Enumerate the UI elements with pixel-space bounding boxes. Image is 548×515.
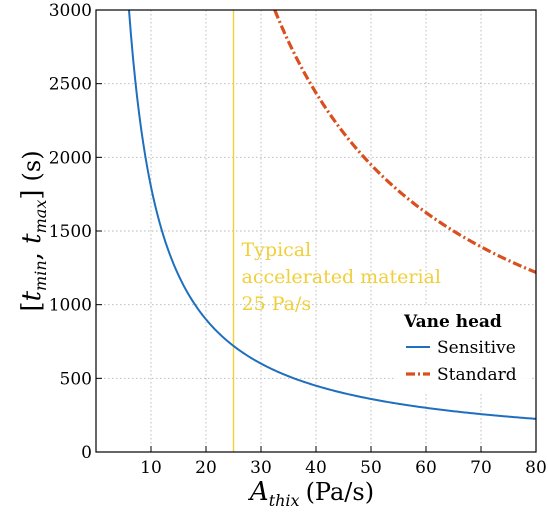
y-tick-label: 2500 (49, 75, 92, 95)
y-label-comma: , (17, 244, 47, 261)
x-tick-label: 20 (195, 458, 217, 478)
x-tick-label: 60 (415, 458, 437, 478)
x-axis-label: Athix (Pa/s) (248, 477, 374, 510)
series-layer (128, 10, 536, 420)
legend-box (396, 306, 532, 392)
legend: Vane head Sensitive Standard (396, 306, 532, 392)
y-label-s1: min (31, 260, 50, 291)
y-tick-label: 1500 (49, 222, 92, 242)
y-tick-label: 3000 (49, 1, 92, 21)
x-tick-label: 30 (250, 458, 272, 478)
y-label-s2: max (31, 200, 50, 234)
x-tick-label: 40 (305, 458, 327, 478)
x-tick-label: 50 (360, 458, 382, 478)
y-tick-label: 0 (81, 443, 92, 463)
y-tick-label: 2000 (49, 148, 92, 168)
grid (96, 10, 536, 452)
legend-label-sensitive: Sensitive (437, 338, 516, 358)
ticks: 10 20 30 40 50 60 70 80 0 500 1000 1500 2000 2500 3000 (49, 1, 547, 478)
y-label-unit: (s) (18, 150, 46, 181)
x-axis-label-unit: (Pa/s) (306, 478, 375, 506)
y-label-t1: t (17, 290, 47, 301)
x-axis-label-main: A (248, 477, 269, 507)
x-tick-label: 70 (470, 458, 492, 478)
legend-label-standard: Standard (437, 365, 517, 385)
annotation-text-line: Typical (242, 239, 312, 261)
x-axis-label-sub: thix (269, 491, 300, 510)
annotation-text-line: accelerated material (242, 266, 441, 288)
y-label-close: ] (17, 189, 47, 199)
y-tick-label: 500 (60, 369, 92, 389)
legend-title: Vane head (403, 312, 502, 332)
series-line-standard (273, 10, 536, 274)
annotation-text-line: 25 Pa/s (242, 293, 312, 315)
y-tick-label: 1000 (49, 296, 92, 316)
annotations: Typical accelerated material 25 Pa/s (232, 10, 441, 452)
y-axis-label: [tmin, tmax](s) (17, 150, 50, 311)
x-tick-label: 10 (140, 458, 162, 478)
y-label-open: [ (17, 301, 47, 311)
series-line-sensitive (128, 10, 536, 420)
x-tick-label: 80 (525, 458, 547, 478)
y-label-t2: t (17, 233, 47, 244)
